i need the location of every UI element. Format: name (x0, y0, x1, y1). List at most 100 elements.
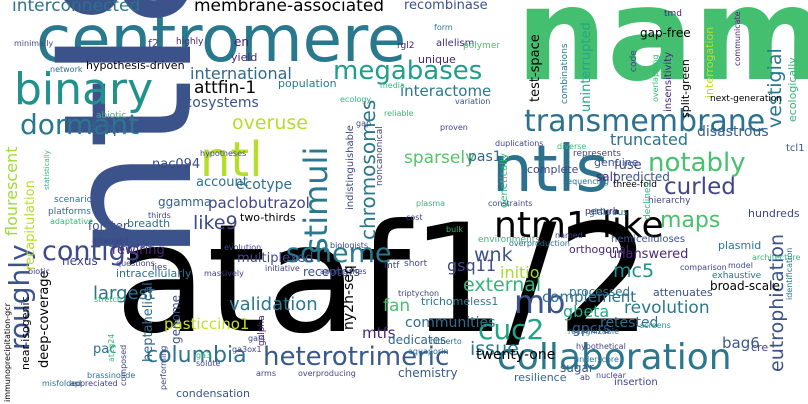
word-gbeta: gbeta (563, 302, 610, 321)
word-cre: cre (751, 341, 769, 354)
word-recapitulation: recapitulation (23, 180, 38, 270)
word-vestigial: vestigial (764, 48, 786, 128)
word-identification: identification (785, 247, 794, 300)
word-collaboration: collaboration (497, 337, 732, 378)
word-multiplexed: multiplexed (237, 251, 314, 266)
word-triptychon: triptychon (398, 289, 440, 298)
word-duplications: duplications (495, 139, 544, 148)
word-attenuates: attenuates (653, 286, 713, 299)
word-interconnected: interconnected (12, 0, 141, 16)
word-appreciated: appreciated (70, 379, 118, 388)
word-form: form (434, 23, 453, 32)
word-tcl1: tcl1 (786, 143, 805, 154)
word-broad-scale: broad-scale (710, 279, 780, 293)
word-minimally: minimally (14, 39, 54, 48)
word-misfolded: misfolded (42, 379, 82, 388)
word-statistically: statistically (43, 150, 51, 190)
word-architecture: architecture (752, 253, 801, 262)
word-abiotic: abiotic (96, 111, 127, 121)
word-interrogation: interrogation (703, 26, 716, 98)
word-complement: complement (542, 288, 637, 306)
word-dedicates: dedicates (388, 333, 447, 347)
word-thirds: thirds (148, 211, 171, 220)
word-resilience: resilience (514, 371, 567, 384)
word-largest: largest (93, 283, 156, 304)
word-ecology: ecology (340, 95, 372, 104)
word-test-space: test-space (528, 34, 543, 102)
word-polymer: polymer (463, 41, 501, 51)
word-validation: validation (229, 294, 318, 315)
word-uninterrupted: uninterrupted (579, 22, 594, 112)
word-three-fold: three-fold (613, 180, 657, 190)
word-overproducing: overproducing (298, 369, 356, 378)
word-trichomeless1: trichomeless1 (421, 295, 499, 308)
word-stretch: stretch (94, 295, 122, 304)
word-bag6: bag6 (722, 334, 760, 352)
word-dormant: dormant (20, 108, 140, 141)
word-genome: genome (169, 294, 183, 344)
word-underscore: underscore (574, 355, 619, 364)
word-comparison: comparison (680, 263, 727, 272)
word-transmembrane: transmembrane (524, 104, 766, 139)
word-forster: forster (88, 219, 128, 233)
word-processed: processed (569, 285, 631, 299)
word-overuse: overuse (232, 112, 308, 134)
word-contigs: contigs (42, 236, 140, 267)
word-highly: highly (176, 37, 204, 47)
word-unanswered: unanswered (609, 247, 689, 262)
word-questions: questions (116, 259, 155, 268)
word-biologists: biologists (330, 241, 369, 250)
word-ecosystems: ecosystems (176, 95, 259, 111)
word-insertion: insertion (614, 377, 658, 388)
word-population: population (278, 77, 337, 90)
word-perturb: perturb (585, 207, 619, 217)
word-retested: retested (600, 315, 659, 331)
word-initiative: initiative (265, 264, 300, 273)
word-condensation: condensation (176, 387, 251, 400)
word-breadth: breadth (127, 217, 171, 230)
word-split-green: split-green (679, 59, 692, 118)
word-diverse: diverse (557, 142, 587, 151)
word-communities: communities (405, 315, 496, 331)
word-indistinguishable: indistinguishable (345, 125, 356, 210)
word-exhaustive: exhaustive (712, 271, 762, 281)
word-paclobutrazol: paclobutrazol (208, 194, 310, 212)
word-predicted: predicted (613, 170, 670, 184)
word-biotic: biotic (28, 267, 50, 276)
word-f2: f2 (148, 37, 159, 50)
word-adaptative: adaptative (50, 217, 94, 226)
word-solute: solute (196, 359, 221, 368)
word-wnk: wnk (474, 244, 513, 266)
word-brassinolide: brassinolide (87, 371, 136, 380)
word-international: international (190, 64, 292, 83)
word-heptahelical: heptahelical (141, 282, 156, 362)
word-variation: variation (455, 97, 491, 106)
word-rgl2: rgl2 (397, 41, 415, 51)
word-truncated: truncated (610, 130, 689, 149)
word-overlapping: overlapping (651, 54, 660, 103)
word-account: account (196, 175, 248, 190)
word-twenty-one: twenty-one (476, 347, 556, 363)
word-gap: gap (356, 119, 372, 128)
word-en: en (234, 35, 249, 49)
word-membrane-associated: membrane-associated (194, 0, 385, 16)
word-pasticcino1: pasticcino1 (164, 315, 250, 333)
word-megabases: megabases (333, 56, 483, 86)
word-lies: lies (152, 263, 168, 273)
word-noncanonical: noncanonical (375, 126, 385, 186)
word-yield: yield (231, 51, 258, 64)
word-deep-coverage: deep-coverage (37, 270, 52, 368)
word-mb: mb (514, 283, 566, 321)
word-immunoprecipitation-gcr: immunoprecipitation-gcr (3, 303, 12, 402)
word-screens: screens (640, 321, 671, 330)
word-intracellularly: intracellularly (116, 267, 192, 280)
word-maps: maps (660, 208, 721, 233)
word-at2g24: at2g24 (107, 333, 116, 362)
word-reliable: reliable (384, 109, 414, 118)
word-gpcrs: gpcrs (572, 321, 611, 337)
word-ggamma: ggamma (158, 195, 212, 209)
word-hundreds: hundreds (748, 207, 800, 220)
word-platforms: platforms (48, 207, 91, 217)
word-gsq11: gsq11 (447, 256, 497, 275)
word-heterotrimeric: heterotrimeric (263, 342, 450, 372)
